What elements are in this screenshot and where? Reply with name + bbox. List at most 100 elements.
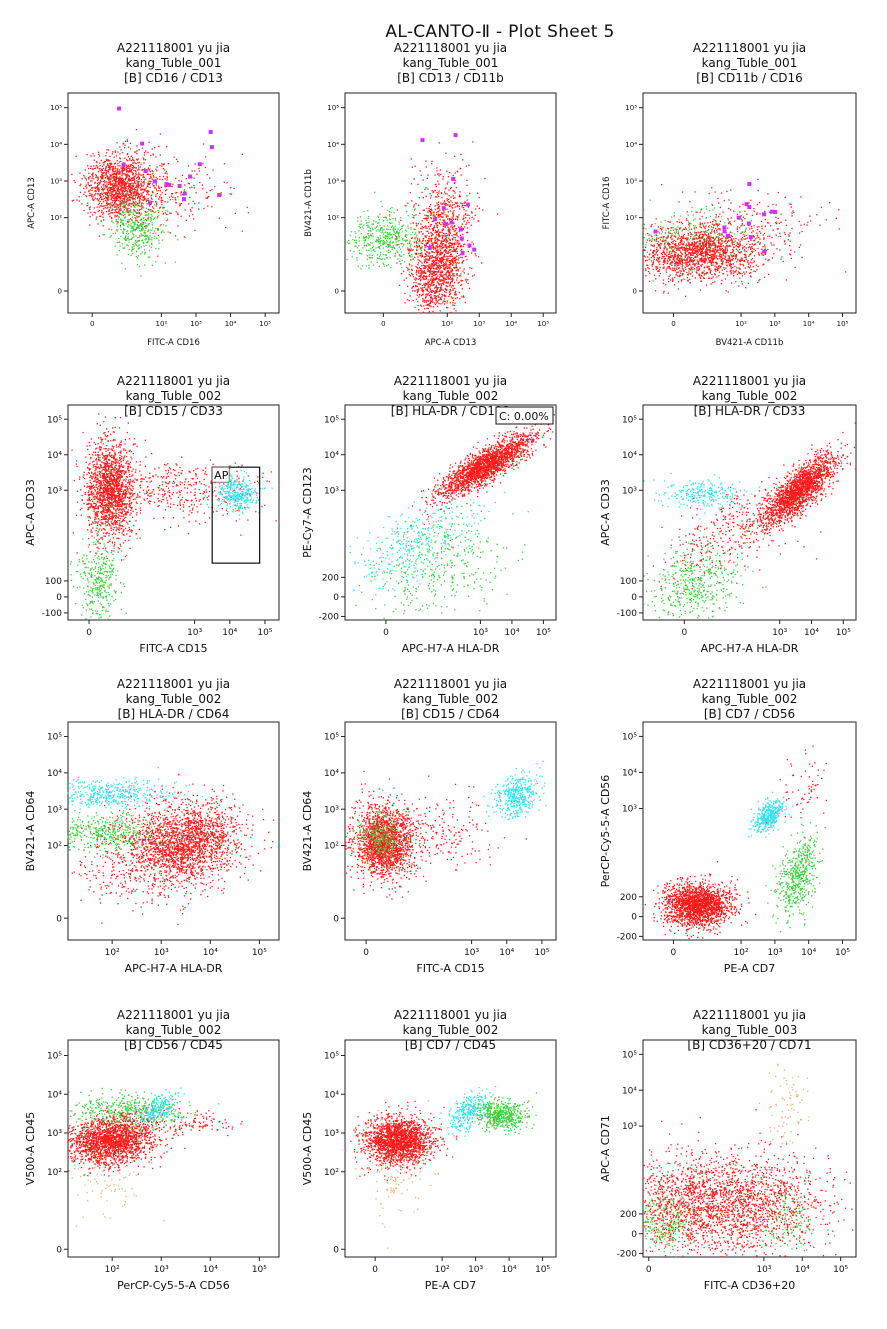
x-tick-label: 10³ bbox=[468, 1265, 483, 1275]
x-tick-label: 10³ bbox=[473, 628, 488, 638]
y-tick-label: 10³ bbox=[47, 486, 62, 496]
panel-title-line: A221118001 yu jia bbox=[305, 1008, 596, 1023]
panel-title: A221118001 yu jia kang_Tuble_002 [B] HLA-D… bbox=[305, 374, 596, 419]
gate-ap[interactable] bbox=[211, 466, 261, 564]
y-tick-label: 0 bbox=[56, 914, 62, 924]
plot-frame bbox=[344, 1039, 557, 1258]
panel-title-line: A221118001 yu jia bbox=[603, 374, 887, 389]
panel-title-line: [B] CD7 / CD56 bbox=[603, 707, 887, 722]
population-2 bbox=[410, 413, 555, 527]
panel-title-line: kang_Tuble_001 bbox=[305, 56, 596, 71]
panel-title: A221118001 yu jia kang_Tuble_002 [B] CD15 … bbox=[28, 374, 319, 419]
y-tick-label: 200 bbox=[322, 574, 339, 584]
x-tick-label: 10⁴ bbox=[795, 1265, 810, 1275]
panel-title-line: A221118001 yu jia bbox=[305, 374, 596, 389]
panel-title-line: [B] CD15 / CD33 bbox=[28, 404, 319, 419]
y-axis-label: V500-A CD45 bbox=[301, 1112, 314, 1185]
panel-title-line: A221118001 yu jia bbox=[603, 41, 887, 56]
population-1 bbox=[67, 807, 202, 859]
y-tick-label: 0 bbox=[333, 593, 339, 603]
population-4 bbox=[173, 1108, 243, 1137]
y-tick-label: 200 bbox=[620, 1210, 637, 1220]
y-tick-label: 10⁴ bbox=[622, 451, 637, 461]
y-tick-label: 10⁴ bbox=[47, 1090, 62, 1100]
population-0 bbox=[346, 191, 441, 276]
x-tick-label: 0 bbox=[372, 1265, 378, 1275]
population-2 bbox=[88, 133, 250, 257]
population-2 bbox=[67, 1094, 186, 1177]
x-tick-label: 10⁴ bbox=[222, 628, 237, 638]
x-tick-label: 0 bbox=[86, 628, 92, 638]
population-0 bbox=[71, 129, 178, 242]
x-tick-label: 10³ bbox=[767, 948, 782, 958]
y-tick-label: 10³ bbox=[50, 177, 62, 185]
x-axis-label: PE-A CD7 bbox=[724, 962, 775, 975]
population-2 bbox=[70, 517, 138, 620]
population-0 bbox=[67, 766, 217, 818]
population-0 bbox=[644, 860, 757, 940]
panel-title-line: A221118001 yu jia bbox=[28, 41, 319, 56]
panel-title-line: kang_Tuble_002 bbox=[603, 389, 887, 404]
x-tick-label: 10⁴ bbox=[502, 1265, 517, 1275]
panel-title: A221118001 yu jia kang_Tuble_003 [B] CD36+… bbox=[603, 1008, 887, 1053]
y-tick-label: 10⁴ bbox=[324, 1090, 339, 1100]
y-tick-label: 0 bbox=[333, 914, 339, 924]
population-0 bbox=[642, 507, 767, 619]
y-axis-label: FITC-A CD16 bbox=[602, 177, 612, 230]
y-tick-label: 10² bbox=[47, 842, 62, 852]
y-tick-label: 10⁴ bbox=[47, 451, 62, 461]
x-tick-label: 10² bbox=[435, 1265, 450, 1275]
panel-title-line: kang_Tuble_002 bbox=[603, 692, 887, 707]
y-tick-label: 10³ bbox=[47, 805, 62, 815]
y-tick-label: -200 bbox=[319, 613, 340, 623]
y-tick-label: 10³ bbox=[622, 1122, 637, 1132]
population-1 bbox=[748, 791, 794, 838]
y-axis-label: APC-A CD13 bbox=[27, 177, 37, 229]
population-1 bbox=[102, 178, 187, 277]
panel-title-line: [B] HLA-DR / CD64 bbox=[28, 707, 319, 722]
y-axis-label: APC-A CD33 bbox=[24, 479, 37, 546]
population-3 bbox=[483, 760, 547, 821]
population-0 bbox=[642, 199, 780, 282]
x-tick-label: 10⁵ bbox=[259, 320, 271, 328]
y-tick-label: 0 bbox=[631, 1230, 637, 1240]
x-axis-label: FITC-A CD16 bbox=[147, 338, 200, 348]
y-tick-label: 100 bbox=[620, 577, 637, 587]
panel-title-line: kang_Tuble_001 bbox=[603, 56, 887, 71]
population-2 bbox=[345, 789, 408, 871]
y-tick-label: 10³ bbox=[324, 1129, 339, 1139]
x-axis-label: APC-A CD13 bbox=[425, 338, 477, 348]
x-axis-label: FITC-A CD36+20 bbox=[704, 1279, 795, 1292]
y-tick-label: 10⁵ bbox=[327, 104, 339, 112]
population-2 bbox=[765, 822, 826, 933]
y-tick-label: 10² bbox=[50, 214, 62, 222]
y-tick-label: 0 bbox=[631, 913, 637, 923]
x-tick-label: 10³ bbox=[473, 320, 485, 328]
x-tick-label: 0 bbox=[381, 320, 385, 328]
population-2 bbox=[642, 178, 847, 273]
population-1 bbox=[76, 452, 277, 536]
population-3 bbox=[765, 745, 827, 839]
x-tick-label: 10³ bbox=[154, 948, 169, 958]
population-2 bbox=[642, 1109, 854, 1258]
x-axis-label: PerCP-Cy5-5-A CD56 bbox=[117, 1279, 230, 1292]
y-tick-label: 10² bbox=[625, 214, 637, 222]
panel-title-line: A221118001 yu jia bbox=[603, 677, 887, 692]
x-tick-label: 10⁵ bbox=[252, 948, 267, 958]
panel-title-line: [B] CD13 / CD11b bbox=[305, 71, 596, 86]
x-tick-label: 10³ bbox=[772, 628, 787, 638]
population-0 bbox=[642, 1180, 711, 1258]
x-tick-label: 10³ bbox=[154, 1265, 169, 1275]
panel-title-line: [B] HLA-DR / CD123 bbox=[305, 404, 596, 419]
panel-title-line: A221118001 yu jia bbox=[28, 1008, 319, 1023]
panel-title-line: A221118001 yu jia bbox=[28, 677, 319, 692]
y-tick-label: 100 bbox=[45, 577, 62, 587]
population-1 bbox=[346, 775, 527, 888]
panel-title-line: A221118001 yu jia bbox=[305, 677, 596, 692]
plot-frame bbox=[344, 92, 557, 314]
x-tick-label: 10⁴ bbox=[499, 948, 514, 958]
y-tick-label: 10³ bbox=[324, 805, 339, 815]
